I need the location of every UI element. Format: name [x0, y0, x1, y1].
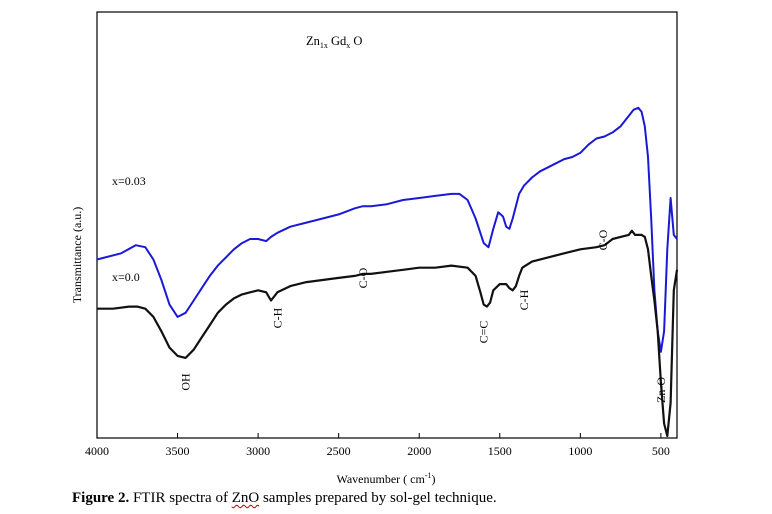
series-line-x00 — [97, 229, 679, 438]
peak-label: C=C — [477, 321, 491, 344]
caption-text-after: samples prepared by sol-gel technique. — [259, 490, 497, 506]
x-tick-label: 4000 — [85, 444, 109, 458]
peak-label: C-H — [270, 307, 284, 328]
peak-label: Zn-O — [654, 377, 668, 403]
x-tick-label: 2500 — [327, 444, 351, 458]
chart-title: Zn1x Gdx O — [306, 34, 362, 50]
x-tick-label: 1000 — [568, 444, 592, 458]
x-tick-label: 500 — [652, 444, 670, 458]
caption-text-zno: ZnO — [231, 490, 260, 506]
series-label-x00: x=0.0 — [112, 270, 140, 284]
peak-label: OH — [179, 373, 193, 391]
x-tick-label: 1500 — [488, 444, 512, 458]
x-tick-label: 2000 — [407, 444, 431, 458]
plot-frame — [96, 11, 678, 439]
peak-annotations: OH C-H C-O C=C C-H C-O Zn-O — [179, 229, 668, 403]
peak-label: C-O — [356, 267, 370, 288]
series-line-x003 — [96, 106, 678, 353]
series-label-x003: x=0.03 — [112, 174, 146, 188]
peak-label: C-H — [517, 289, 531, 310]
x-axis-ticks: 4000 3500 3000 2500 2000 1500 1000 500 — [85, 433, 670, 458]
x-tick-label: 3000 — [246, 444, 270, 458]
caption-text-before: FTIR spectra of — [129, 490, 232, 506]
x-axis-label: Wavenumber ( cm-1) — [336, 471, 435, 486]
x-tick-label: 3500 — [166, 444, 190, 458]
caption-label: Figure 2. — [72, 490, 130, 506]
figure-caption: Figure 2. FTIR spectra of ZnO samples pr… — [72, 490, 497, 507]
peak-label: C-O — [596, 229, 610, 250]
y-axis-label: Transmittance (a.u.) — [70, 207, 84, 304]
